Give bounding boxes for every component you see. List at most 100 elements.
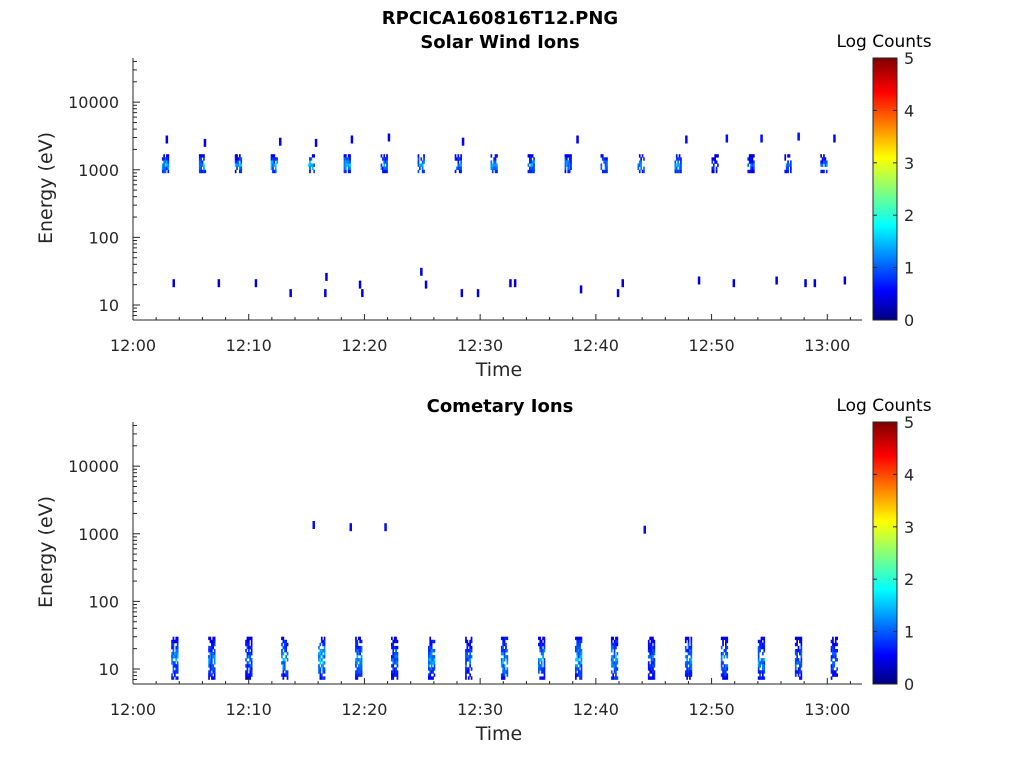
heatmap-cell	[355, 649, 357, 653]
heatmap-cell	[640, 157, 642, 161]
heatmap-cell	[720, 658, 723, 662]
heatmap-cell	[751, 163, 754, 167]
heatmap-cell	[652, 667, 654, 671]
heatmap-cell	[529, 160, 531, 164]
heatmap-cell	[417, 169, 420, 174]
heatmap-cell	[800, 649, 803, 653]
heatmap-cell	[653, 652, 656, 656]
heatmap-cell	[757, 655, 760, 659]
heatmap-cell	[469, 642, 471, 647]
heatmap-cell	[799, 649, 801, 653]
heatmap-cell	[543, 645, 546, 650]
heatmap-cell	[650, 645, 653, 650]
heatmap-cell	[800, 673, 803, 677]
heatmap-cell	[832, 645, 834, 650]
heatmap-cell	[503, 658, 506, 662]
heatmap-cell	[530, 166, 533, 170]
heatmap-cell	[834, 636, 837, 641]
heatmap-cell	[725, 652, 727, 656]
heatmap-cell	[830, 639, 833, 644]
heatmap-cell	[213, 676, 216, 680]
heatmap-cell	[674, 166, 677, 170]
heatmap-cell	[360, 645, 363, 650]
heatmap-cell	[211, 649, 213, 653]
heatmap-cell	[823, 169, 825, 174]
heatmap-cell	[469, 655, 471, 659]
heatmap-cell	[610, 636, 613, 641]
heatmap-cell	[360, 661, 363, 665]
heatmap-cell	[615, 667, 617, 671]
heatmap-cell	[212, 676, 215, 680]
heatmap-cell	[172, 670, 175, 674]
heatmap-cell	[283, 642, 286, 647]
heatmap-cell	[653, 661, 656, 665]
heatmap-cell	[428, 649, 430, 653]
heatmap-cell	[356, 673, 359, 677]
heatmap-cell	[531, 169, 534, 174]
heatmap-cell	[245, 676, 247, 680]
heatmap-cell	[650, 652, 653, 656]
heatmap-point	[424, 280, 428, 289]
heatmap-cell	[505, 649, 507, 653]
heatmap-cell	[832, 655, 834, 659]
heatmap-cell	[456, 157, 458, 161]
heatmap-cell	[276, 157, 278, 161]
heatmap-cell	[272, 169, 274, 174]
heatmap-cell	[460, 160, 462, 164]
heatmap-cell	[720, 636, 723, 641]
heatmap-cell	[240, 166, 243, 170]
heatmap-cell	[386, 154, 388, 158]
heatmap-cell	[530, 169, 533, 174]
heatmap-cell	[167, 169, 170, 174]
heatmap-cell	[687, 652, 690, 656]
colorbar-title: Log Counts	[836, 396, 931, 416]
heatmap-cell	[470, 636, 473, 641]
heatmap-cell	[684, 639, 687, 644]
heatmap-cell	[343, 166, 346, 170]
heatmap-cell	[686, 661, 688, 665]
heatmap-cell	[392, 649, 395, 653]
heatmap-cell	[432, 655, 434, 659]
heatmap-cell	[236, 166, 238, 170]
heatmap-cell	[419, 166, 421, 170]
burst	[820, 154, 828, 174]
panel-title: Cometary Ions	[427, 396, 574, 417]
heatmap-cell	[392, 639, 395, 644]
heatmap-cell	[167, 166, 170, 170]
heatmap-cell	[833, 645, 836, 650]
heatmap-cell	[454, 154, 457, 158]
heatmap-cell	[580, 676, 583, 680]
heatmap-cell	[689, 649, 691, 653]
heatmap-cell	[652, 655, 654, 659]
heatmap-cell	[246, 670, 249, 674]
heatmap-cell	[762, 645, 764, 650]
heatmap-cell	[650, 676, 653, 680]
heatmap-cell	[198, 169, 201, 174]
heatmap-cell	[690, 673, 693, 677]
heatmap-cell	[246, 645, 249, 650]
heatmap-cell	[647, 642, 650, 647]
heatmap-cell	[428, 645, 430, 650]
heatmap-cell	[615, 639, 617, 644]
heatmap-cell	[653, 649, 656, 653]
heatmap-cell	[652, 636, 654, 641]
heatmap-cell	[161, 163, 164, 167]
heatmap-cell	[392, 676, 395, 680]
heatmap-cell	[653, 639, 656, 644]
heatmap-cell	[175, 639, 178, 644]
heatmap-cell	[689, 645, 691, 650]
heatmap-cell	[208, 661, 210, 665]
heatmap-cell	[319, 649, 322, 653]
heatmap-cell	[564, 160, 567, 164]
heatmap-cell	[686, 670, 688, 674]
heatmap-cell	[580, 661, 583, 665]
heatmap-cell	[675, 163, 678, 167]
heatmap-cell	[236, 154, 238, 158]
heatmap-cell	[198, 166, 201, 170]
heatmap-cell	[566, 163, 568, 167]
heatmap-cell	[784, 154, 787, 158]
heatmap-cell	[200, 166, 202, 170]
heatmap-cell	[391, 658, 393, 662]
heatmap-cell	[503, 667, 506, 671]
heatmap-cell	[684, 645, 687, 650]
